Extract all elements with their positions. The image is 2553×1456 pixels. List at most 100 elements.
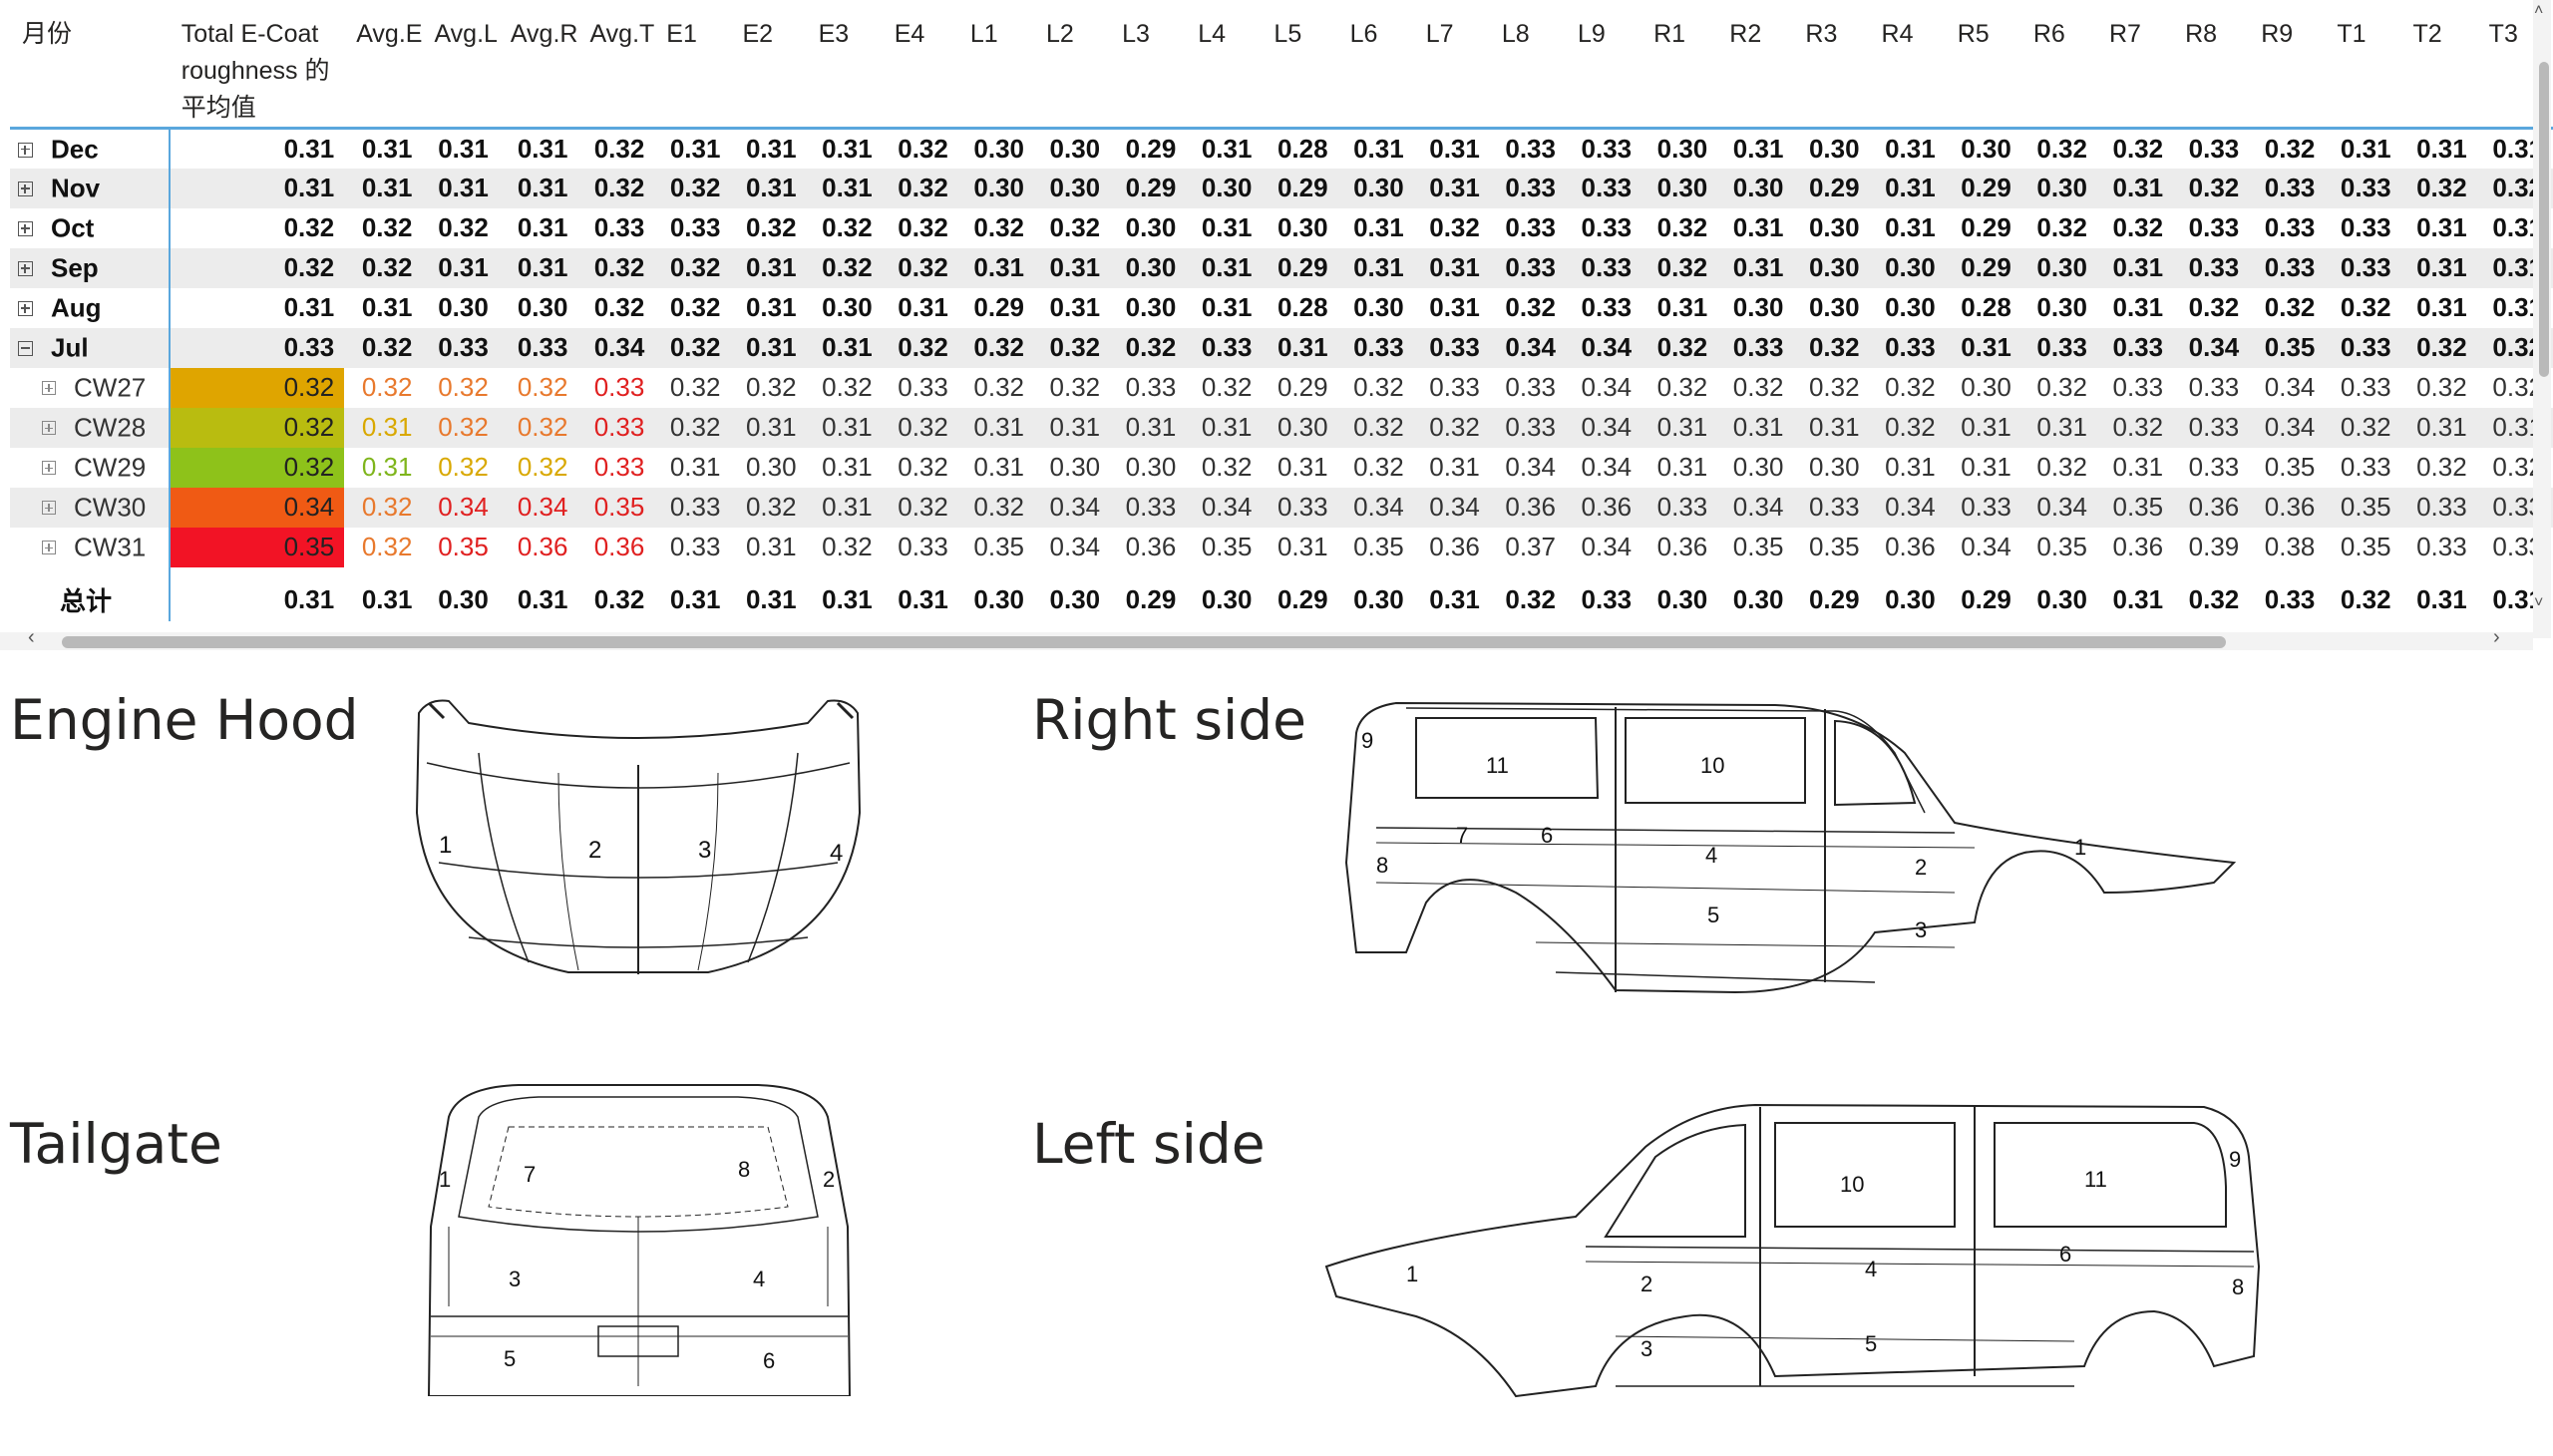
value-cell: 0.31 (1262, 327, 1338, 368)
expand-icon[interactable] (42, 381, 56, 396)
header-e1[interactable]: E1 (654, 0, 731, 130)
tailgate-zone-8: 8 (738, 1157, 750, 1182)
value-cell: 0.34 (577, 327, 655, 368)
scroll-left-icon[interactable]: ‹ (28, 626, 35, 648)
week-row: CW30 0.34 0.32 0.34 0.34 0.35 0.33 0.32 0.31 0.32… (10, 487, 2553, 528)
value-cell: 0.34 (1337, 487, 1414, 528)
header-avg-l[interactable]: Avg.L (422, 0, 499, 130)
value-cell: 0.30 (1885, 292, 1936, 322)
value-cell: 0.35 (2340, 532, 2391, 561)
value-cell: 0.35 (2036, 532, 2087, 561)
header-r9[interactable]: R9 (2249, 0, 2326, 130)
header-r6[interactable]: R6 (2020, 0, 2097, 130)
expand-icon[interactable] (18, 181, 33, 196)
value-cell: 0.32 (745, 212, 797, 242)
header-l8[interactable]: L8 (1489, 0, 1566, 130)
header-e2[interactable]: E2 (730, 0, 807, 130)
value-cell: 0.33 (2340, 372, 2391, 402)
expand-icon[interactable] (42, 501, 56, 516)
header-l5[interactable]: L5 (1262, 0, 1338, 130)
value-cell: 0.32 (422, 407, 499, 448)
value-cell: 0.31 (1034, 247, 1111, 288)
row-label: Dec (10, 128, 171, 169)
row-label: Sep (10, 247, 171, 288)
value-cell: 0.29 (1125, 133, 1177, 164)
header-month[interactable]: 月份 (10, 0, 170, 130)
header-avg-e[interactable]: Avg.E (344, 0, 423, 130)
header-t1[interactable]: T1 (2325, 0, 2401, 130)
expand-icon[interactable] (18, 142, 33, 158)
value-cell: 0.37 (1505, 532, 1556, 561)
value-cell: 0.30 (1186, 168, 1263, 208)
expand-icon[interactable] (42, 541, 56, 555)
header-avg-r[interactable]: Avg.R (498, 0, 578, 130)
row-label: CW31 (10, 527, 171, 567)
value-cell: 0.34 (1565, 327, 1642, 368)
header-r8[interactable]: R8 (2173, 0, 2250, 130)
value-cell: 0.31 (517, 212, 568, 242)
value-cell: 0.29 (1262, 168, 1338, 208)
expand-icon[interactable] (42, 461, 56, 476)
tailgate-title: Tailgate (10, 1112, 222, 1176)
scroll-down-icon[interactable]: ˅ (2534, 594, 2544, 611)
vertical-scroll-thumb[interactable] (2539, 62, 2549, 377)
header-r2[interactable]: R2 (1717, 0, 1794, 130)
value-cell: 0.29 (1793, 168, 1870, 208)
header-l9[interactable]: L9 (1565, 0, 1642, 130)
value-cell: 0.33 (1565, 247, 1642, 288)
total-cell: 0.29 (1276, 584, 1328, 614)
header-l6[interactable]: L6 (1337, 0, 1414, 130)
value-cell: 0.30 (1049, 452, 1101, 482)
scroll-up-icon[interactable]: ˄ (2534, 2, 2544, 19)
expand-icon[interactable] (18, 260, 33, 276)
header-r7[interactable]: R7 (2096, 0, 2174, 130)
value-cell: 0.30 (1656, 133, 1708, 164)
header-l3[interactable]: L3 (1110, 0, 1187, 130)
value-cell: 0.33 (1869, 327, 1946, 368)
horizontal-scroll-thumb[interactable] (62, 636, 2226, 648)
header-r5[interactable]: R5 (1945, 0, 2021, 130)
value-cell: 0.33 (2020, 327, 2097, 368)
collapse-icon[interactable] (18, 340, 33, 356)
value-cell: 0.32 (2173, 168, 2250, 208)
header-l1[interactable]: L1 (957, 0, 1034, 130)
value-cell: 0.32 (438, 372, 489, 402)
header-e3[interactable]: E3 (806, 0, 883, 130)
value-cell: 0.31 (1034, 407, 1111, 448)
value-cell: 0.32 (1869, 407, 1946, 448)
value-cell: 0.32 (1201, 372, 1253, 402)
header-l7[interactable]: L7 (1413, 0, 1490, 130)
value-cell: 0.32 (2036, 212, 2087, 242)
value-cell: 0.33 (2188, 372, 2240, 402)
value-cell: 0.33 (1505, 372, 1556, 402)
expand-icon[interactable] (18, 220, 33, 236)
value-cell: 0.30 (2020, 168, 2097, 208)
header-l4[interactable]: L4 (1186, 0, 1263, 130)
total-cell: 0.31 (517, 584, 568, 614)
header-r3[interactable]: R3 (1793, 0, 1870, 130)
header-r4[interactable]: R4 (1869, 0, 1946, 130)
header-r1[interactable]: R1 (1641, 0, 1718, 130)
value-cell: 0.30 (1641, 168, 1718, 208)
header-e4[interactable]: E4 (882, 0, 958, 130)
value-cell: 0.31 (1201, 212, 1253, 242)
row-label-text: CW28 (74, 412, 147, 443)
value-cell: 0.32 (2112, 133, 2164, 164)
header-avg-t[interactable]: Avg.T (577, 0, 655, 130)
total-cell: 0.30 (438, 584, 489, 614)
value-cell: 0.31 (1656, 452, 1708, 482)
expand-icon[interactable] (42, 421, 56, 436)
total-value-cell: 0.34 (169, 487, 345, 528)
value-cell: 0.32 (1656, 212, 1708, 242)
value-cell: 0.31 (2112, 452, 2164, 482)
value-cell: 0.32 (2112, 212, 2164, 242)
value-cell: 0.36 (1565, 487, 1642, 528)
total-value-cell: 0.32 (169, 367, 345, 408)
header-l2[interactable]: L2 (1034, 0, 1111, 130)
value-cell: 0.35 (1201, 532, 1253, 561)
expand-icon[interactable] (18, 300, 33, 316)
header-total-roughness[interactable]: Total E-Coat roughness 的平均值 (169, 0, 345, 130)
scroll-right-icon[interactable]: › (2493, 626, 2500, 648)
header-t2[interactable]: T2 (2400, 0, 2477, 130)
value-cell: 0.30 (1262, 407, 1338, 448)
